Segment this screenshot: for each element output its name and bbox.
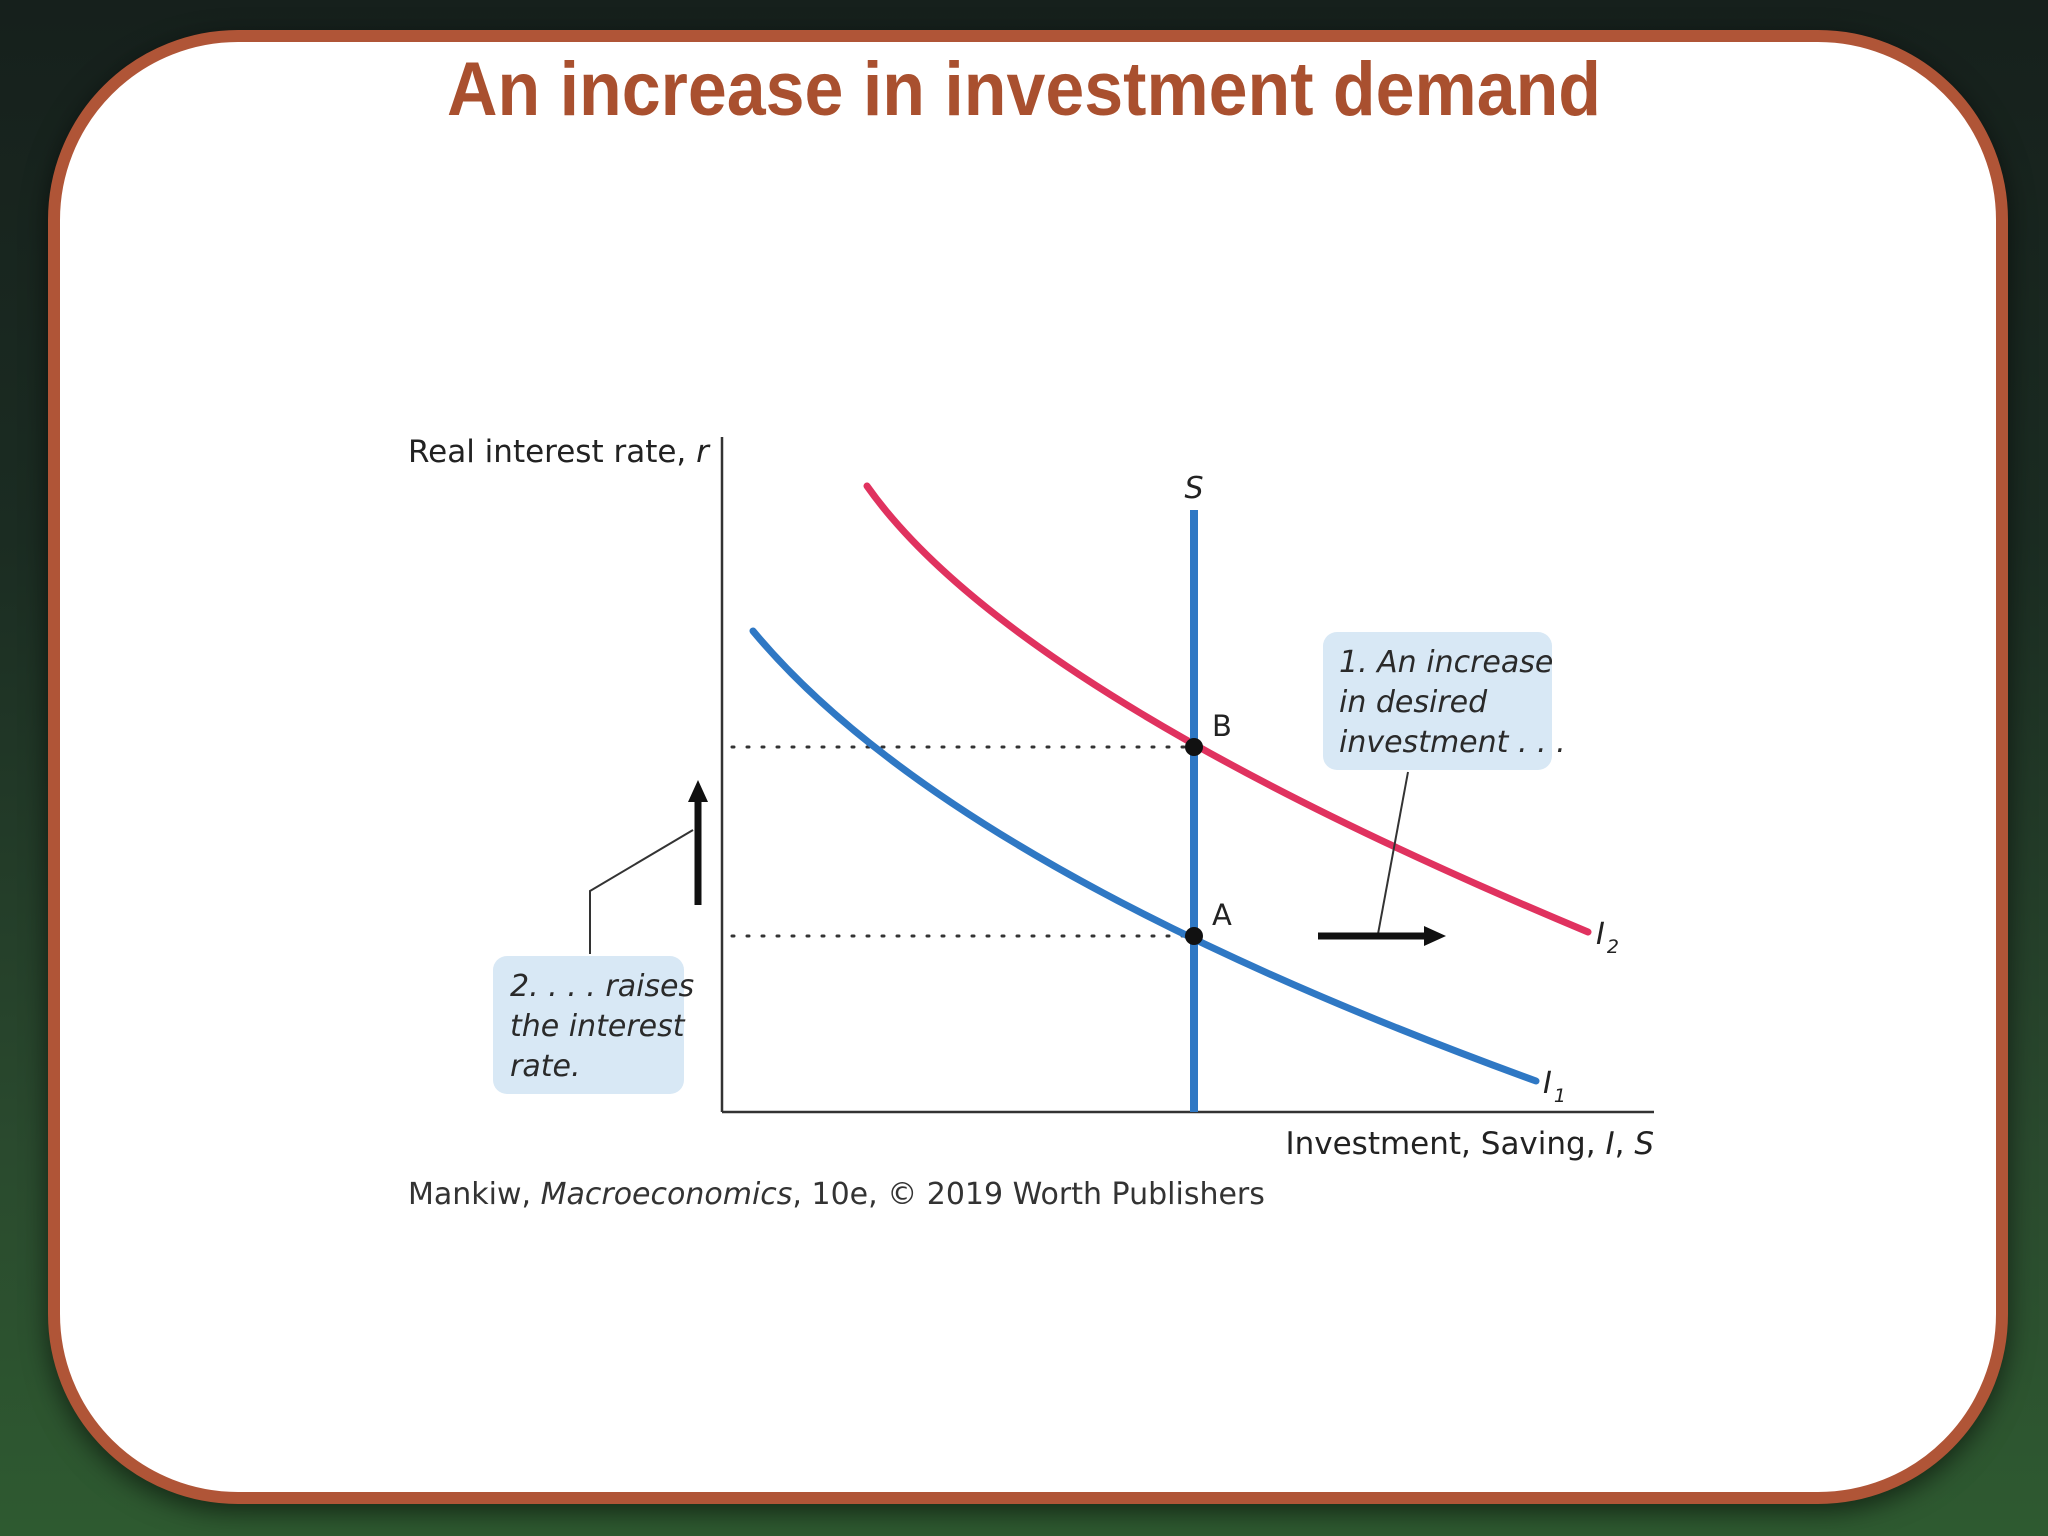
callout-1-line-3: investment . . . xyxy=(1339,725,1566,760)
callout-1-leader-line xyxy=(1377,771,1409,935)
investment-curve-i1 xyxy=(749,627,1540,1085)
slide-frame xyxy=(48,30,2008,1504)
callout-2-line-2: the interest xyxy=(510,1009,686,1044)
callout-2-leader-line xyxy=(589,829,694,954)
saving-curve-label: S xyxy=(1184,471,1203,506)
callout-2-line-1: 2. . . . raises xyxy=(510,969,694,1004)
equilibrium-point-b xyxy=(1185,738,1203,756)
point-a-label: A xyxy=(1212,898,1232,932)
callout-1-line-1: 1. An increase xyxy=(1339,645,1553,680)
callout-2-line-3: rate. xyxy=(510,1049,580,1084)
slide-title: An increase in investment demand xyxy=(446,47,1602,132)
rate-up-arrowhead xyxy=(688,780,708,802)
equilibrium-point-a xyxy=(1185,927,1203,945)
y-axis-label: Real interest rate, r xyxy=(408,434,711,470)
callout-1-line-2: in desired xyxy=(1339,685,1488,720)
callout-investment-increase xyxy=(1323,632,1552,770)
investment-curve-i2 xyxy=(863,482,1592,936)
point-b-label: B xyxy=(1212,709,1232,743)
shift-right-arrowhead xyxy=(1424,926,1446,946)
callout-interest-rate-rise xyxy=(493,956,684,1094)
x-axis-label: Investment, Saving, I, S xyxy=(1285,1126,1654,1162)
source-credit: Mankiw, Macroeconomics, 10e, © 2019 Wort… xyxy=(408,1177,1265,1212)
